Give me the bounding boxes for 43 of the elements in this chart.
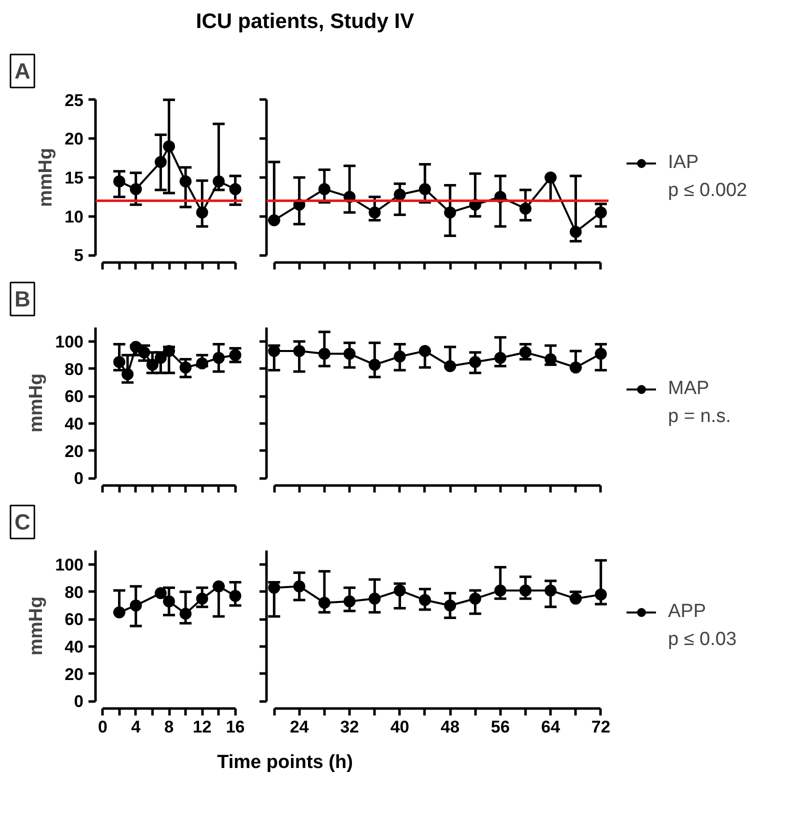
x-tick-label: 4 <box>131 718 142 736</box>
text: p = n.s. <box>668 406 731 428</box>
x-tick-label: 16 <box>226 718 245 736</box>
y-tick-label: 10 <box>64 207 84 226</box>
y-tick-label: 60 <box>64 610 84 630</box>
y-tick-label: 5 <box>74 246 84 266</box>
y-tick-label: 20 <box>64 664 84 684</box>
y-tick-label: 40 <box>64 638 84 657</box>
x-tick-label: 32 <box>340 718 360 736</box>
x-tick-label: 48 <box>440 718 460 736</box>
y-tick-label: 40 <box>64 414 84 434</box>
x-tick-label: 0 <box>98 718 108 736</box>
x-tick-label: 8 <box>164 718 174 736</box>
legend-label: APP <box>668 600 706 622</box>
y-axis-title: mmHg <box>26 596 48 656</box>
x-tick-label: 12 <box>192 718 212 736</box>
x-axis-title: Time points (h) <box>217 751 353 775</box>
x-tick-label: 56 <box>490 718 510 736</box>
text: A <box>14 58 30 84</box>
text: p ≤ 0.002 <box>668 180 748 202</box>
legend-label: MAP <box>668 378 710 400</box>
text: p ≤ 0.03 <box>668 628 737 650</box>
x-tick-label: 24 <box>290 718 310 736</box>
y-axis-title: mmHg <box>36 148 57 208</box>
y-tick-label: 100 <box>55 555 84 574</box>
x-tick-label: 64 <box>541 718 561 736</box>
y-tick-label: 80 <box>64 582 84 602</box>
text: C <box>14 510 30 534</box>
y-tick-label: 0 <box>74 469 84 488</box>
y-tick-label: 25 <box>64 90 84 110</box>
x-tick-label: 40 <box>390 718 410 736</box>
y-tick-label: 0 <box>74 692 84 712</box>
y-tick-label: 100 <box>55 332 84 352</box>
y-tick-label: 80 <box>64 360 84 379</box>
y-tick-label: 20 <box>64 442 84 461</box>
text: B <box>14 286 30 312</box>
y-tick-label: 20 <box>64 130 84 149</box>
y-axis-title: mmHg <box>26 373 48 433</box>
y-tick-label: 15 <box>64 168 84 188</box>
legend-label: IAP <box>668 152 699 174</box>
x-tick-label: 72 <box>591 718 610 736</box>
y-tick-label: 60 <box>64 387 84 406</box>
text: ICU patients, Study IV <box>196 9 414 35</box>
